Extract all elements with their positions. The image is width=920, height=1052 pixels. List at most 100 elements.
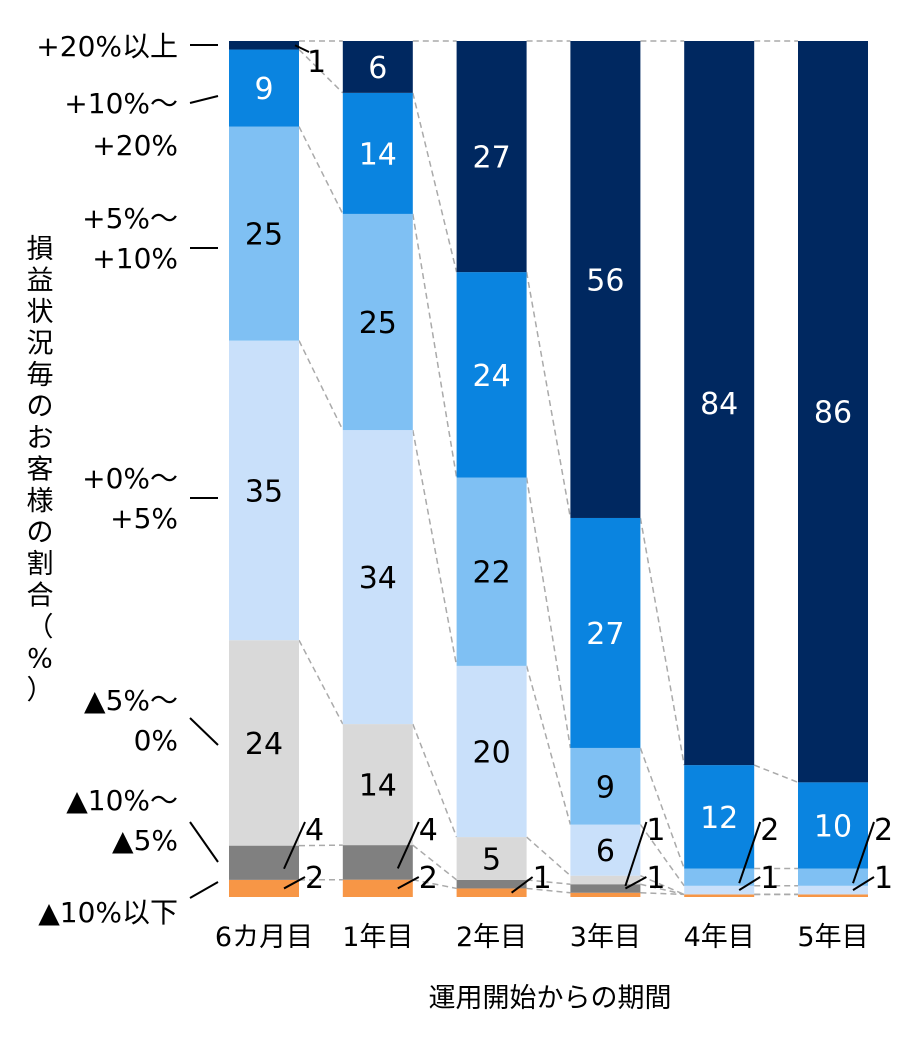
bar-segment	[798, 41, 868, 783]
connector-line	[753, 764, 799, 784]
x-tick-labels: 6カ月目 1年目 2年目 3年目 4年目 5年目	[215, 922, 869, 953]
data-label: 6	[368, 51, 387, 86]
legend-labels: +20%以上 +10%～ +20% +5%～ +10% +0%～ +5% ▲5%～ 0% ▲10%…	[36, 30, 219, 929]
connector-line	[639, 747, 685, 869]
data-label: 1	[533, 861, 552, 896]
legend-label: +5%	[110, 502, 178, 535]
leader-line	[852, 821, 875, 884]
bar-segment	[570, 875, 641, 885]
data-label: 2	[874, 813, 893, 848]
leader-line	[283, 876, 306, 890]
connector-line	[298, 126, 344, 215]
legend-tick-line	[189, 881, 219, 899]
bar-segment	[229, 126, 299, 341]
connector-line	[525, 477, 572, 749]
legend-label: +20%以上	[36, 30, 178, 63]
leader-line	[738, 876, 761, 891]
connector-line	[640, 891, 685, 896]
bar-segment	[229, 640, 299, 846]
data-label: 24	[245, 727, 283, 762]
y-axis-title: 損益状況毎のお客様の割合（%）	[27, 234, 54, 706]
legend-label: +20%	[92, 129, 178, 162]
bar-segment	[456, 41, 527, 273]
data-label: 9	[254, 72, 273, 107]
data-label: 1	[874, 861, 893, 896]
legend-label: ▲10%以下	[38, 896, 178, 929]
bar-segment	[229, 845, 299, 880]
x-tick-label: 4年目	[684, 922, 755, 953]
bar-segment	[684, 868, 755, 886]
data-label: 5	[482, 842, 501, 877]
connector-line	[412, 878, 457, 890]
bar-segment	[570, 824, 641, 876]
leader-line	[852, 876, 875, 891]
x-axis-title: 運用開始からの期間	[429, 983, 672, 1014]
connector-line	[640, 875, 685, 896]
connector-line	[298, 340, 344, 431]
bar-segment	[456, 665, 527, 838]
bar-segment	[342, 213, 413, 431]
bars	[229, 41, 868, 897]
data-label: 4	[305, 813, 324, 848]
leader-line	[283, 821, 306, 870]
connector-line	[526, 887, 571, 894]
leader-line	[511, 876, 534, 894]
bar-segment	[684, 41, 755, 766]
connector-line	[525, 271, 572, 519]
connector-line	[639, 824, 685, 887]
bar-segment	[570, 41, 641, 518]
legend-label: ▲5%	[112, 824, 178, 857]
x-tick-label: 6カ月目	[215, 922, 313, 953]
bar-segment	[570, 884, 641, 893]
leader-line	[738, 821, 762, 884]
bar-segment	[798, 885, 868, 895]
bar-segment	[570, 517, 641, 748]
legend-label: ▲10%～	[66, 784, 178, 817]
bar-segment	[798, 782, 868, 869]
connector-line	[639, 517, 685, 766]
connector-line	[412, 92, 458, 273]
legend-label: +10%	[92, 242, 178, 275]
bar-segment	[229, 49, 299, 127]
connector-line	[412, 429, 458, 667]
data-label: 35	[245, 474, 283, 509]
bar-segment	[456, 837, 527, 880]
bar-segment	[684, 894, 755, 897]
x-tick-label: 1年目	[342, 922, 413, 953]
leader-line	[294, 44, 310, 53]
data-label: 22	[473, 556, 511, 591]
bar-segment	[229, 879, 299, 897]
connector-line	[298, 844, 343, 847]
legend-tick-line	[189, 821, 219, 863]
connector-line	[525, 665, 572, 825]
data-label: 1	[646, 813, 665, 848]
data-label: 9	[596, 770, 615, 805]
data-label: 14	[359, 137, 397, 172]
connector-lines	[298, 40, 799, 896]
connector-line	[412, 213, 458, 478]
legend-label: +5%～	[82, 202, 178, 235]
bar-segment	[342, 92, 413, 214]
data-label: 14	[359, 769, 397, 804]
legend-tick-line	[189, 717, 219, 746]
x-tick-label: 3年目	[570, 922, 641, 953]
data-label: 84	[700, 387, 738, 422]
connector-line	[640, 883, 685, 896]
bar-segment	[456, 272, 527, 478]
data-label: 24	[473, 359, 511, 394]
leader-line	[624, 876, 647, 890]
data-label: 20	[473, 735, 511, 770]
legend-label: 0%	[134, 724, 178, 757]
bar-segment	[229, 41, 299, 50]
x-tick-label: 2年目	[456, 922, 527, 953]
data-label: 1	[760, 861, 779, 896]
connector-line	[298, 49, 344, 94]
bar-segment	[684, 765, 755, 869]
bar-segment	[229, 340, 299, 641]
bar-segment	[342, 430, 413, 725]
data-label: 1	[307, 45, 326, 80]
data-label: 27	[586, 617, 624, 652]
data-label: 25	[245, 218, 283, 253]
